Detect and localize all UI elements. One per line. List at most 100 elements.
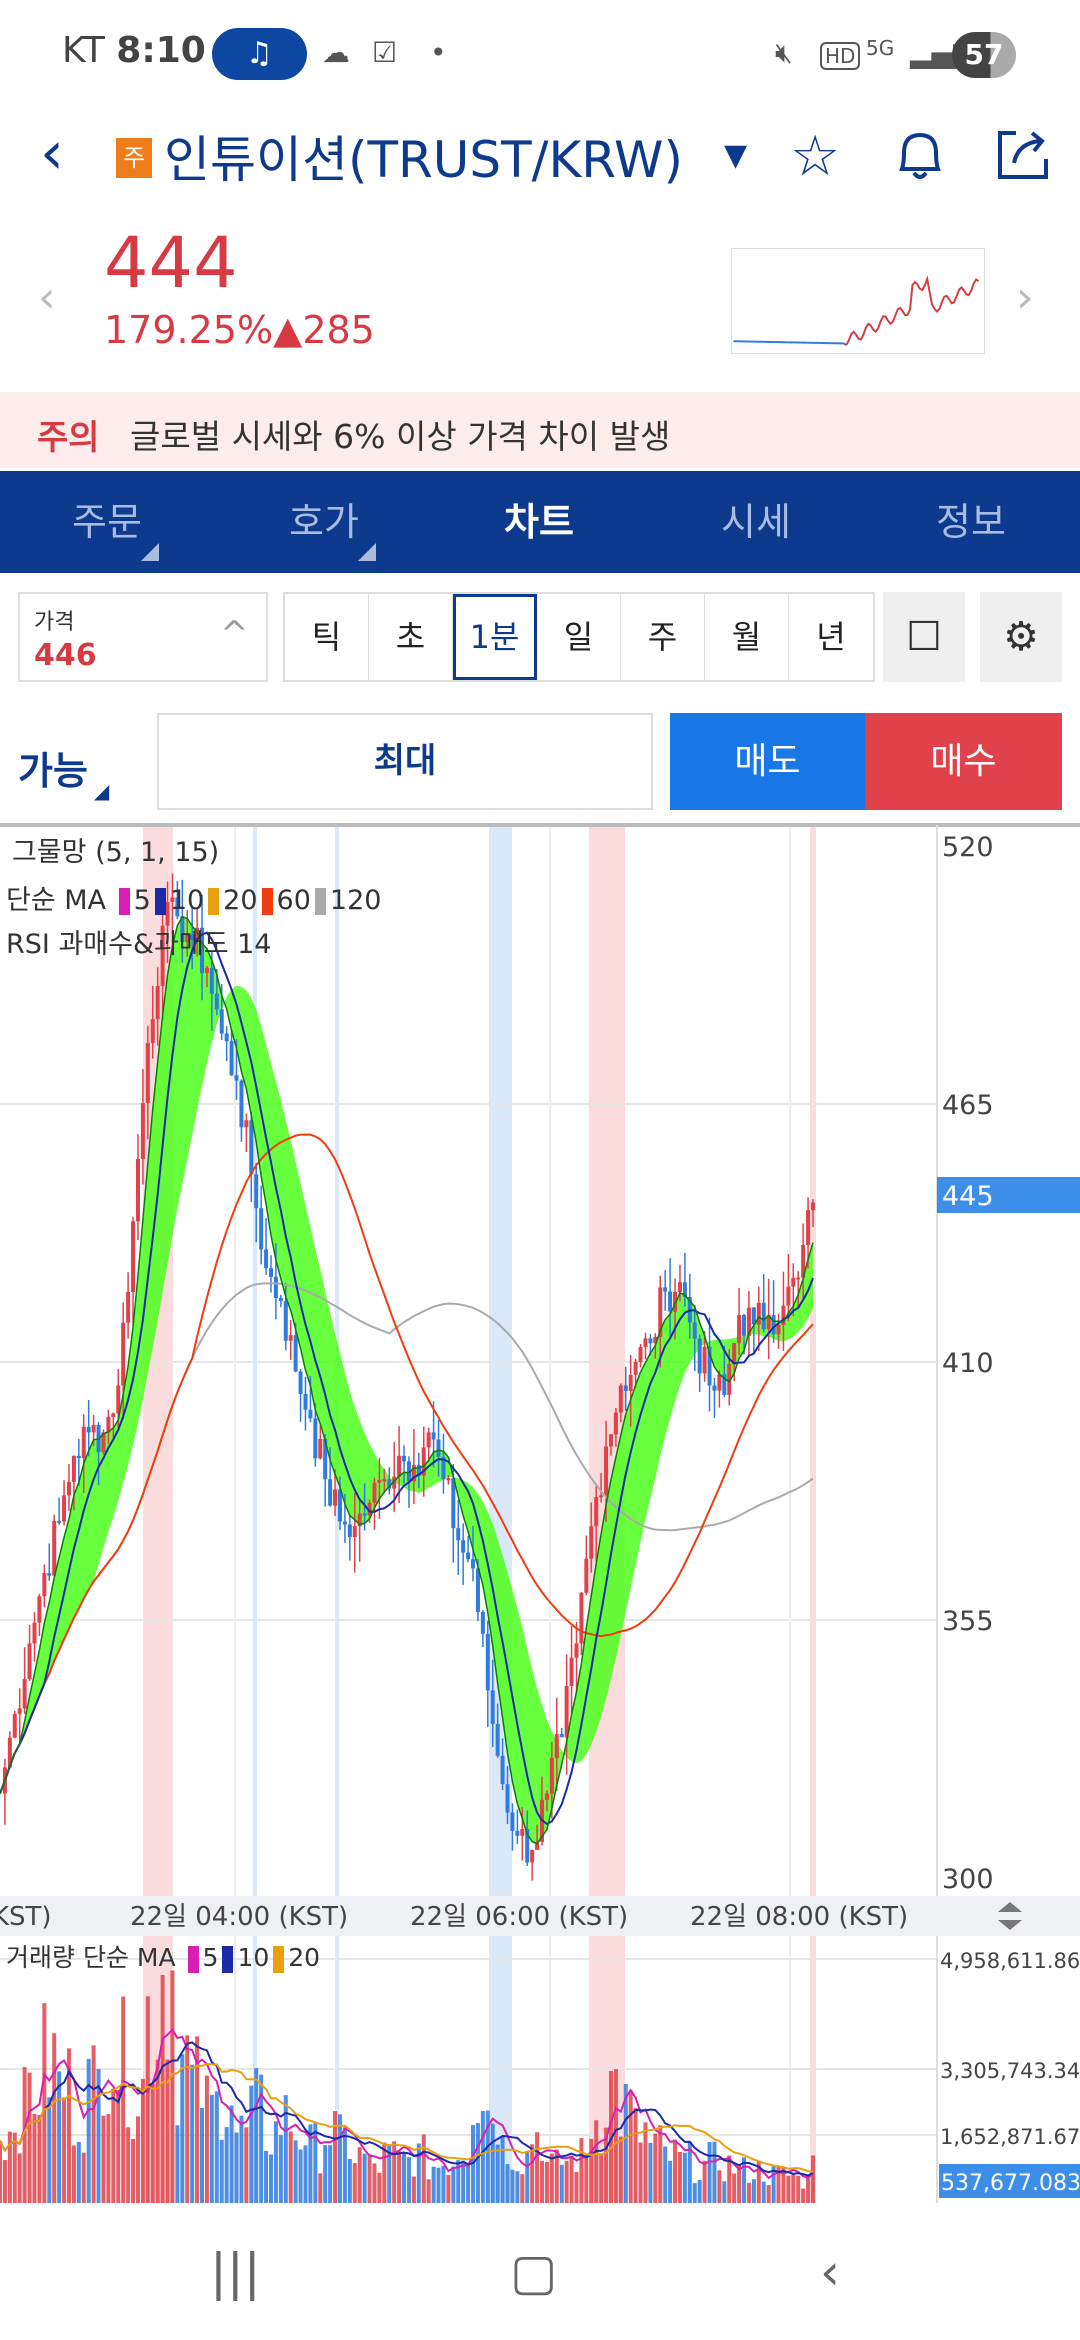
volume-bar [323, 2145, 328, 2203]
period-year[interactable]: 년 [816, 618, 846, 656]
candle [12, 1713, 17, 1738]
candle [76, 1455, 81, 1459]
mini-sparkline [731, 248, 985, 354]
fullscreen-button[interactable]: ☐ [883, 592, 965, 682]
current-price-label: 445 [942, 1181, 994, 1212]
period-tick[interactable]: 틱 [285, 594, 369, 680]
carrier-time: KT 8:10 [62, 30, 206, 71]
period-second[interactable]: 초 [369, 594, 453, 680]
volume-bar [165, 2059, 170, 2203]
prev-coin-icon[interactable]: ‹ [38, 272, 56, 323]
volume-bar [214, 2091, 219, 2203]
home-icon[interactable]: ▢ [510, 2243, 558, 2301]
share-icon[interactable] [994, 125, 1054, 185]
candle [544, 1793, 549, 1800]
volume-bar [234, 2132, 239, 2203]
candle [402, 1455, 407, 1462]
volume-bar [402, 2153, 407, 2203]
volume-bar [382, 2142, 387, 2203]
dropdown-icon[interactable]: ▼ [724, 138, 748, 173]
candle [781, 1305, 786, 1326]
tab-chart[interactable]: 차트 [504, 500, 574, 544]
volume-bar [175, 2125, 180, 2203]
volume-bar [224, 2127, 229, 2203]
candle [717, 1374, 722, 1391]
volume-bar [0, 2140, 2, 2203]
candle [150, 1019, 155, 1044]
volume-bar [722, 2181, 727, 2203]
volume-bar [17, 2153, 22, 2203]
candle [131, 1221, 136, 1293]
x-tick-label: 22일 06:00 (KST) [410, 1902, 628, 1932]
volume-bar [648, 2142, 653, 2203]
tab-info[interactable]: 정보 [936, 500, 1006, 544]
volume-bar [608, 2070, 613, 2203]
price-chart[interactable]: 520 465 410 355 300 445 KST) 22일 04:00 (KST) 22일… [0, 823, 1080, 2203]
next-coin-icon[interactable]: › [1016, 272, 1034, 323]
available-toggle[interactable]: 가능 ◢ [18, 749, 110, 803]
candle [406, 1461, 411, 1482]
candle [441, 1456, 446, 1480]
period-month[interactable]: 월 [705, 594, 789, 680]
candle [692, 1322, 697, 1339]
resize-handle-icon[interactable] [998, 1902, 1022, 1930]
volume-bar [466, 2164, 471, 2203]
volume-bar [337, 2114, 342, 2203]
candle [653, 1336, 658, 1344]
volume-bar [431, 2166, 436, 2203]
candle [91, 1424, 96, 1433]
volume-bar [32, 2114, 37, 2203]
price-label: 가격 [34, 610, 75, 635]
volume-bar [742, 2157, 747, 2203]
volume-bar [687, 2141, 692, 2203]
highlight-band [335, 825, 339, 2203]
system-back-icon[interactable]: ‹ [820, 2243, 840, 2301]
sell-button[interactable]: 매도 [670, 713, 865, 810]
volume-bar [372, 2163, 377, 2203]
chevron-up-icon[interactable]: ^ [220, 614, 249, 654]
candle [579, 1592, 584, 1644]
candle [116, 1385, 121, 1414]
candle [293, 1335, 298, 1372]
volume-bar [791, 2174, 796, 2203]
current-volume-label: 537,677.083 [941, 2171, 1080, 2196]
tab-order[interactable]: 주문 [7, 471, 207, 573]
bell-icon[interactable] [890, 125, 950, 185]
price-selector[interactable]: 가격 446 ^ [18, 592, 268, 682]
candle [47, 1573, 52, 1576]
candle [742, 1315, 747, 1336]
candle [392, 1476, 397, 1489]
candle [387, 1479, 392, 1489]
volume-bar [776, 2166, 781, 2203]
coin-title[interactable]: 인튜이션(TRUST/KRW) [164, 131, 683, 189]
volume-bar [594, 2120, 599, 2203]
max-button[interactable]: 최대 [157, 713, 653, 810]
period-1min[interactable]: 1분 [453, 594, 537, 680]
volume-bar [397, 2151, 402, 2203]
tab-orderbook[interactable]: 호가 [224, 471, 424, 573]
volume-bar [751, 2179, 756, 2203]
settings-button[interactable]: ⚙ [980, 592, 1062, 682]
volume-bar [362, 2153, 367, 2203]
candle [421, 1447, 426, 1476]
period-day[interactable]: 일 [537, 594, 621, 680]
candle [633, 1362, 638, 1375]
candle [328, 1479, 333, 1506]
volume-bar [131, 2138, 136, 2203]
volume-y-tick-label: 1,652,871.674 [940, 2125, 1080, 2149]
period-week[interactable]: 주 [621, 594, 705, 680]
star-icon[interactable]: ☆ [790, 124, 841, 189]
volume-bar [604, 2127, 609, 2203]
volume-bar [653, 2133, 658, 2203]
volume-bar [475, 2122, 480, 2203]
ma5-line [0, 915, 814, 1845]
tab-quotes[interactable]: 시세 [721, 500, 791, 544]
period-selector: 틱 초 1분 일 주 월 년 [283, 592, 875, 682]
x-tick-label: 22일 08:00 (KST) [690, 1902, 908, 1932]
candle [126, 1292, 131, 1323]
recent-apps-icon[interactable]: ||| [210, 2243, 261, 2301]
volume-bar [544, 2161, 549, 2203]
back-icon[interactable]: ‹ [40, 118, 64, 188]
volume-bar [91, 2045, 96, 2203]
buy-button[interactable]: 매수 [865, 713, 1062, 810]
